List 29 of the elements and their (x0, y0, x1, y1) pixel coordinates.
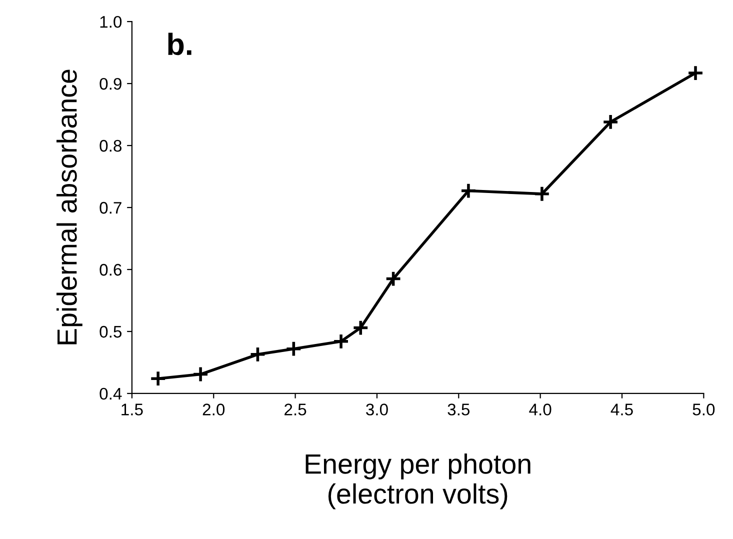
x-tick-label: 5.0 (692, 404, 715, 416)
y-tick-label: 0.4 (100, 388, 122, 400)
y-tick-label: 0.9 (100, 78, 122, 90)
point (285, 340, 302, 358)
y-axis-title: Epidermal absorbance (56, 70, 82, 344)
point (352, 319, 369, 336)
point (602, 114, 619, 130)
x-tick-label: 2.0 (202, 404, 225, 416)
y-tick-label: 0.7 (100, 202, 122, 214)
point (687, 64, 704, 82)
point (384, 270, 402, 288)
x-tick-label: 4.5 (610, 404, 633, 416)
x-tick-label: 4.0 (529, 404, 552, 416)
x-tick-label: 1.5 (122, 404, 143, 416)
y-tick-label: 0.6 (100, 264, 122, 276)
point (150, 370, 166, 387)
chart-title: b. (168, 32, 192, 56)
point (534, 186, 550, 202)
x-axis-title: Energy per photon (electron volts) (306, 453, 530, 510)
x-tick-label: 3.0 (366, 404, 388, 416)
point (460, 182, 477, 200)
x-tick-label: 2.5 (284, 404, 306, 416)
x-tick-label: 3.5 (448, 404, 470, 416)
point (192, 366, 209, 383)
y-tick-label: 0.8 (100, 140, 122, 152)
point (249, 346, 266, 363)
y-tick-label: 1.0 (100, 16, 122, 28)
point (332, 333, 350, 350)
y-tick-label: 0.5 (100, 326, 122, 338)
